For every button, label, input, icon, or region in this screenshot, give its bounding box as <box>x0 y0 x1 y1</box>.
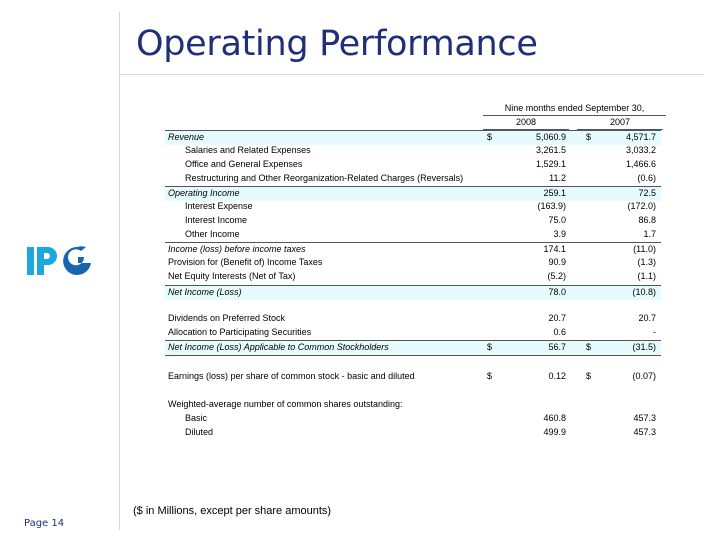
row-label: Net Income (Loss) Applicable to Common S… <box>168 342 389 352</box>
table-row: Net Equity Interests (Net of Tax) (5.2) (1… <box>165 270 661 284</box>
value-2008: 5,060.9 <box>535 132 566 142</box>
value-2008: 499.9 <box>543 427 566 437</box>
row-label: Interest Expense <box>185 201 253 211</box>
row-label: Net Equity Interests (Net of Tax) <box>168 271 296 281</box>
row-label: Salaries and Related Expenses <box>185 145 311 155</box>
value-2008: 3.9 <box>553 229 566 239</box>
value-2007: (11.0) <box>633 244 656 254</box>
table-row: Earnings (loss) per share of common stoc… <box>165 370 661 384</box>
row-label: Weighted-average number of common shares… <box>168 399 403 409</box>
table-row: Provision for (Benefit of) Income Taxes 9… <box>165 256 661 270</box>
footnote: ($ in Millions, except per share amounts… <box>133 505 332 517</box>
value-2008: 259.1 <box>543 188 566 198</box>
value-2008: 460.8 <box>543 413 566 423</box>
value-2008: 20.7 <box>548 313 566 323</box>
dollar-sign-2007: $ <box>586 371 592 381</box>
value-2007: (0.07) <box>632 371 656 381</box>
table-row: Diluted 499.9 457.3 <box>165 426 661 440</box>
value-2007: (10.8) <box>632 287 656 297</box>
row-label: Other Income <box>185 229 240 239</box>
value-2007: 1.7 <box>643 229 656 239</box>
value-2008: (163.9) <box>537 201 566 211</box>
row-label: Restructuring and Other Reorganization-R… <box>185 173 464 183</box>
row-label: Revenue <box>168 132 205 142</box>
value-2008: 3,261.5 <box>535 145 566 155</box>
table-row: Income (loss) before income taxes 174.1 (1… <box>165 242 661 257</box>
row-label: Dividends on Preferred Stock <box>168 313 286 323</box>
row-label: Office and General Expenses <box>185 159 303 169</box>
value-2007: 457.3 <box>633 427 656 437</box>
row-label: Interest Income <box>185 215 248 225</box>
value-2007: 72.5 <box>638 188 656 198</box>
value-2008: 90.9 <box>548 257 566 267</box>
value-2007: 20.7 <box>638 313 656 323</box>
value-2007: (31.5) <box>632 342 656 352</box>
table-row: Allocation to Participating Securities 0.… <box>165 326 661 340</box>
table-row: Operating Income 259.1 72.5 <box>165 186 661 201</box>
dollar-sign-2008: $ <box>487 371 493 381</box>
row-label: Basic <box>185 413 208 423</box>
row-label: Diluted <box>185 427 214 437</box>
value-2007: (1.3) <box>637 257 656 267</box>
value-2008: 75.0 <box>548 215 566 225</box>
value-2007: (0.6) <box>637 173 656 183</box>
dollar-sign-2008: $ <box>487 132 493 142</box>
table-row: Net Income (Loss) Applicable to Common S… <box>165 340 661 356</box>
table-row: Basic 460.8 457.3 <box>165 412 661 426</box>
row-label: Income (loss) before income taxes <box>168 244 306 254</box>
value-2007: - <box>653 327 656 337</box>
table-row: Interest Income 75.0 86.8 <box>165 214 661 228</box>
row-label: Allocation to Participating Securities <box>168 327 312 337</box>
value-2008: 0.6 <box>553 327 566 337</box>
value-2008: (5.2) <box>547 271 566 281</box>
value-2008: 11.2 <box>549 173 566 183</box>
value-2008: 1,529.1 <box>535 159 566 169</box>
table-row: Office and General Expenses 1,529.1 1,466.… <box>165 158 661 172</box>
value-2007: (172.0) <box>627 201 656 211</box>
table-row: Net Income (Loss) 78.0 (10.8) <box>165 285 661 300</box>
table-row: Revenue $5,060.9 $4,571.7 <box>165 130 661 145</box>
title-underline <box>119 74 704 75</box>
value-2007: 4,571.7 <box>625 132 656 142</box>
table-row: Weighted-average number of common shares… <box>165 398 661 412</box>
value-2007: 86.8 <box>638 215 656 225</box>
table-row: Other Income 3.9 1.7 <box>165 228 661 242</box>
table-row: Salaries and Related Expenses 3,261.5 3,03… <box>165 144 661 158</box>
ipg-logo <box>27 246 91 275</box>
period-header: Nine months ended September 30, <box>483 103 666 116</box>
vertical-divider <box>119 12 120 530</box>
table-row: Interest Expense (163.9) (172.0) <box>165 200 661 214</box>
value-2008: 174.1 <box>543 244 566 254</box>
dollar-sign-2007: $ <box>586 342 592 352</box>
value-2008: 78.0 <box>548 287 566 297</box>
page-title: Operating Performance <box>136 24 538 64</box>
year-header-2008: 2008 <box>483 117 569 130</box>
dollar-sign-2008: $ <box>487 342 493 352</box>
value-2008: 0.12 <box>548 371 566 381</box>
row-label: Provision for (Benefit of) Income Taxes <box>168 257 323 267</box>
table-row: Restructuring and Other Reorganization-R… <box>165 172 661 186</box>
value-2007: (1.1) <box>637 271 656 281</box>
dollar-sign-2007: $ <box>586 132 592 142</box>
row-label: Earnings (loss) per share of common stoc… <box>168 371 415 381</box>
row-label: Operating Income <box>168 188 240 198</box>
value-2007: 1,466.6 <box>625 159 656 169</box>
value-2007: 457.3 <box>633 413 656 423</box>
page-number: Page 14 <box>24 518 65 529</box>
value-2008: 56.7 <box>548 342 566 352</box>
table-row: Dividends on Preferred Stock 20.7 20.7 <box>165 312 661 326</box>
value-2007: 3,033.2 <box>625 145 656 155</box>
year-header-2007: 2007 <box>577 117 663 130</box>
row-label: Net Income (Loss) <box>168 287 242 297</box>
